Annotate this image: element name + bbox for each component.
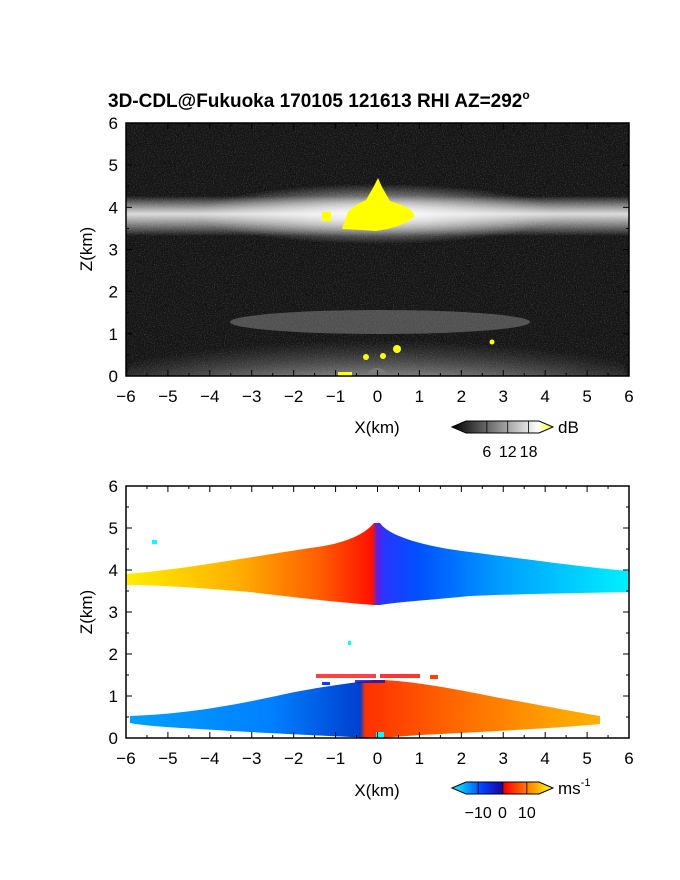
velocity-xtick-label: 3: [499, 749, 508, 768]
reflectivity-ytick-label: 4: [109, 198, 118, 217]
velocity-ytick-label: 3: [109, 603, 118, 622]
reflectivity-ytick-label: 5: [109, 156, 118, 175]
velocity-colorbar: ms-1 −10 0 10: [450, 777, 590, 822]
velocity-xtick-label: −2: [284, 749, 303, 768]
velocity-plot-area: [126, 486, 629, 738]
velocity-xtick-label: 4: [540, 749, 549, 768]
reflectivity-ytick-label: 0: [109, 367, 118, 386]
reflectivity-xtick-label: 4: [540, 387, 549, 406]
reflectivity-colorbar: dB 6 12 18: [450, 418, 579, 461]
reflectivity-xtick-label: 0: [373, 387, 382, 406]
reflectivity-ytick-label: 1: [109, 325, 118, 344]
velocity-lower-band: [130, 680, 600, 738]
reflectivity-xtick-label: −4: [200, 387, 219, 406]
velocity-scatter: [152, 524, 438, 738]
velocity-colorbar-tick-label: −10: [465, 805, 492, 822]
chart-title: 3D-CDL@Fukuoka 170105 121613 RHI AZ=292o: [108, 88, 530, 112]
reflectivity-xtick-label: −1: [326, 387, 345, 406]
reflectivity-xtick-label: −5: [158, 387, 177, 406]
reflectivity-xtick-label: −2: [284, 387, 303, 406]
reflectivity-xtick-label: 3: [499, 387, 508, 406]
reflectivity-colorbar-tick-label: 6: [482, 444, 491, 461]
velocity-xtick-label: −1: [326, 749, 345, 768]
reflectivity-colorbar-ticks: 6 12 18: [482, 421, 538, 461]
velocity-colorbar-unit: ms-1: [558, 777, 590, 798]
reflectivity-colorbar-tick-label: 12: [499, 444, 517, 461]
reflectivity-xtick-label: −3: [242, 387, 261, 406]
reflectivity-xtick-label: 2: [457, 387, 466, 406]
velocity-colorbar-ticks: −10 0 10: [465, 782, 536, 822]
reflectivity-lower-glow: [127, 316, 627, 376]
velocity-ytick-label: 2: [109, 645, 118, 664]
velocity-ylabel: Z(km): [77, 590, 96, 634]
reflectivity-xtick-label: 1: [415, 387, 424, 406]
reflectivity-colorbar-unit: dB: [558, 418, 579, 437]
reflectivity-ylabel: Z(km): [77, 227, 96, 271]
velocity-xtick-label: −4: [200, 749, 219, 768]
reflectivity-ytick-label: 6: [109, 114, 118, 133]
velocity-ytick-label: 6: [109, 477, 118, 496]
velocity-xtick-label: 1: [415, 749, 424, 768]
reflectivity-ytick-label: 3: [109, 241, 118, 260]
reflectivity-axes: −6 −5 −4 −3 −2 −1 0 1 2 3 4 5 6 0 1 2 3 4 5 6: [109, 114, 634, 406]
velocity-colorbar-tick-label: 10: [518, 805, 536, 822]
reflectivity-ytick-label: 2: [109, 283, 118, 302]
velocity-xtick-label: −3: [242, 749, 261, 768]
reflectivity-xlabel: X(km): [354, 418, 399, 437]
velocity-ytick-label: 5: [109, 519, 118, 538]
reflectivity-colorbar-bar: [450, 420, 555, 434]
velocity-ytick-label: 1: [109, 687, 118, 706]
velocity-xtick-label: 6: [624, 749, 633, 768]
reflectivity-xtick-label: 6: [624, 387, 633, 406]
velocity-xtick-label: 5: [582, 749, 591, 768]
reflectivity-xtick-label: 5: [582, 387, 591, 406]
velocity-colorbar-tick-label: 0: [498, 805, 507, 822]
reflectivity-plot-area: [126, 123, 629, 376]
reflectivity-yellow-core: [322, 178, 495, 376]
velocity-ytick-label: 0: [109, 729, 118, 748]
reflectivity-colorbar-tick-label: 18: [520, 444, 538, 461]
velocity-ytick-label: 4: [109, 561, 118, 580]
velocity-upper-band: [126, 523, 629, 605]
velocity-xtick-label: −6: [116, 749, 135, 768]
velocity-xtick-label: 0: [373, 749, 382, 768]
velocity-xlabel: X(km): [354, 781, 399, 800]
reflectivity-xtick-label: −6: [116, 387, 135, 406]
velocity-axes: −6 −5 −4 −3 −2 −1 0 1 2 3 4 5 6 0 1 2 3 4 5 6: [109, 477, 634, 768]
velocity-xtick-label: −5: [158, 749, 177, 768]
velocity-xtick-label: 2: [457, 749, 466, 768]
